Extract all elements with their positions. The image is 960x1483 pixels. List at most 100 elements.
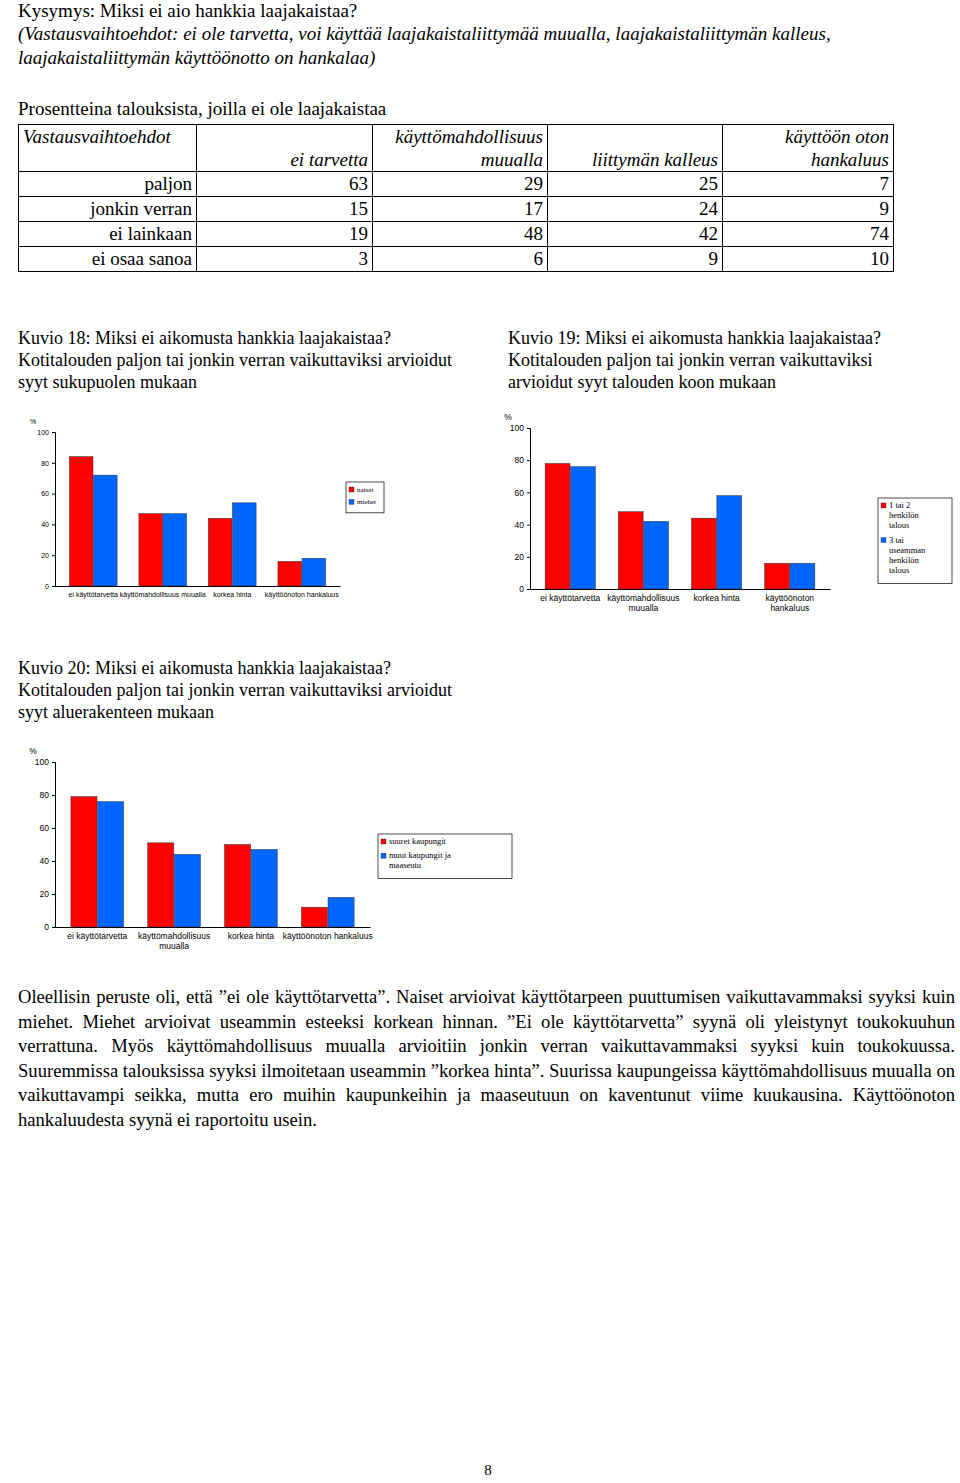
y-tick: 40 xyxy=(515,520,530,530)
y-tick-label: 80 xyxy=(41,460,49,467)
bar xyxy=(790,563,815,589)
x-tick-label-line: käyttömahdollisuus xyxy=(138,931,210,941)
y-tick-label: 0 xyxy=(519,584,524,594)
bar xyxy=(174,854,200,927)
y-axis: 020406080100 xyxy=(37,429,55,590)
x-axis-line xyxy=(56,927,371,928)
x-tick: käyttöönotonhankaluus xyxy=(765,589,814,613)
bar xyxy=(251,849,277,927)
table-row: ei lainkaan19484274 xyxy=(19,222,894,247)
legend-frame xyxy=(378,834,512,879)
y-tick-mark xyxy=(52,432,55,433)
y-tick: 100 xyxy=(510,423,530,433)
bar xyxy=(232,503,256,586)
y-tick-mark xyxy=(527,557,530,558)
legend: 1 tai 2henkilöntalous3 taiuseammanhenkil… xyxy=(878,498,952,583)
bars xyxy=(545,463,815,589)
legend-swatch xyxy=(349,487,354,492)
legend-swatch xyxy=(349,499,354,504)
y-axis: 0 20 40 60 80 100 xyxy=(35,757,56,932)
table: Vastausvaihtoehdotei tarvettakäyttömahdo… xyxy=(18,124,894,272)
y-tick-label: 100 xyxy=(37,429,49,436)
table-row: paljon6329257 xyxy=(19,172,894,197)
y-axis-label: % xyxy=(30,418,36,425)
y-axis-label: % xyxy=(504,412,512,422)
y-tick: 80 xyxy=(41,460,55,467)
y-tick-label: 20 xyxy=(515,552,525,562)
x-tick-label-line: käyttöönoton xyxy=(765,593,814,603)
legend-label: 1 tai 2henkilöntalous xyxy=(889,500,919,530)
x-tick: korkea hinta xyxy=(693,589,740,603)
x-tick: korkea hinta xyxy=(213,586,251,598)
bar xyxy=(278,561,302,586)
y-tick-label: 80 xyxy=(40,790,50,800)
legend-label-line: suuret kaupungit xyxy=(389,836,447,846)
y-tick: 20 xyxy=(40,889,55,899)
table-header-cell: käyttöön oton hankaluus xyxy=(723,125,894,172)
table-cell: 15 xyxy=(197,197,373,222)
x-tick: käyttöönoton hankaluus xyxy=(265,586,339,599)
y-tick-mark xyxy=(52,494,55,495)
table-cell: 42 xyxy=(548,222,723,247)
table-header-cell: käyttömahdollisuus muualla xyxy=(373,125,548,172)
x-tick-label: ei käyttötarvetta xyxy=(67,931,127,941)
x-axis: ei käyttötarvettakäyttömahdollisuus muua… xyxy=(56,586,341,599)
x-tick: käyttömahdollisuusmuualla xyxy=(607,589,679,613)
y-tick: 80 xyxy=(515,455,530,465)
table-cell: 7 xyxy=(723,172,894,197)
legend-label-line: talous xyxy=(889,565,909,575)
y-tick-mark xyxy=(52,795,55,796)
y-tick: 40 xyxy=(40,856,55,866)
legend-label: muut kaupungit jamaaseutu xyxy=(389,850,451,870)
y-tick: 20 xyxy=(41,552,55,559)
x-tick-label: käyttöönoton hankaluus xyxy=(265,591,339,599)
y-tick-label: 20 xyxy=(41,552,49,559)
row-label: jonkin verran xyxy=(19,197,197,222)
y-tick-mark xyxy=(52,762,55,763)
y-tick-mark xyxy=(52,463,55,464)
bar xyxy=(148,843,174,927)
x-tick: ei käyttötarvetta xyxy=(540,589,600,603)
y-tick: 60 xyxy=(41,490,55,497)
table-cell: 48 xyxy=(373,222,548,247)
y-tick-label: 60 xyxy=(515,488,525,498)
x-axis-line xyxy=(56,586,341,587)
legend: naisetmiehet xyxy=(346,482,384,513)
legend-label-line: 1 tai 2 xyxy=(889,500,910,510)
y-tick-mark xyxy=(52,828,55,829)
bar xyxy=(301,907,327,927)
table-row: ei osaa sanoa36910 xyxy=(19,247,894,272)
chart-svg: 020406080100%ei käyttötarvettakäyttömahd… xyxy=(0,410,480,625)
row-label: paljon xyxy=(19,172,197,197)
legend-label-line: henkilön xyxy=(889,510,919,520)
y-tick-label: 0 xyxy=(44,922,49,932)
bar xyxy=(717,496,742,589)
table-cell: 24 xyxy=(548,197,723,222)
y-tick: 0 xyxy=(519,584,530,594)
legend-frame xyxy=(878,498,952,583)
legend-frame xyxy=(346,482,384,513)
table-wrap: Vastausvaihtoehdotei tarvettakäyttömahdo… xyxy=(18,124,898,272)
y-tick: 40 xyxy=(41,521,55,528)
y-tick: 60 xyxy=(40,823,55,833)
chart-title: Kuvio 20: Miksi ei aikomusta hankkia laa… xyxy=(18,657,458,679)
x-tick: ei käyttötarvetta xyxy=(67,927,127,941)
table-cell: 17 xyxy=(373,197,548,222)
legend-label: 3 taiuseammanhenkilöntalous xyxy=(889,535,926,576)
body-text: Oleellisin peruste oli, että ”ei ole käy… xyxy=(18,985,955,1132)
y-axis-line xyxy=(52,433,56,587)
x-tick-label-line: muualla xyxy=(159,941,189,951)
y-tick-mark xyxy=(52,861,55,862)
table-header-cell: ei tarvetta xyxy=(197,125,373,172)
y-axis-line xyxy=(52,763,56,928)
table-header-cell: liittymän kalleus xyxy=(548,125,723,172)
y-tick-label: 100 xyxy=(510,423,524,433)
y-tick-label: 100 xyxy=(35,757,49,767)
bar xyxy=(71,797,97,927)
chart-title: Kuvio 18: Miksi ei aikomusta hankkia laa… xyxy=(18,327,478,349)
legend: suuret kaupungit muut kaupungit jamaaseut… xyxy=(378,834,512,879)
y-tick-mark xyxy=(527,428,530,429)
y-tick-mark xyxy=(52,586,55,587)
table-header-cell: Vastausvaihtoehdot xyxy=(19,125,197,172)
x-tick-label: käyttömahdollisuusmuualla xyxy=(138,931,210,951)
